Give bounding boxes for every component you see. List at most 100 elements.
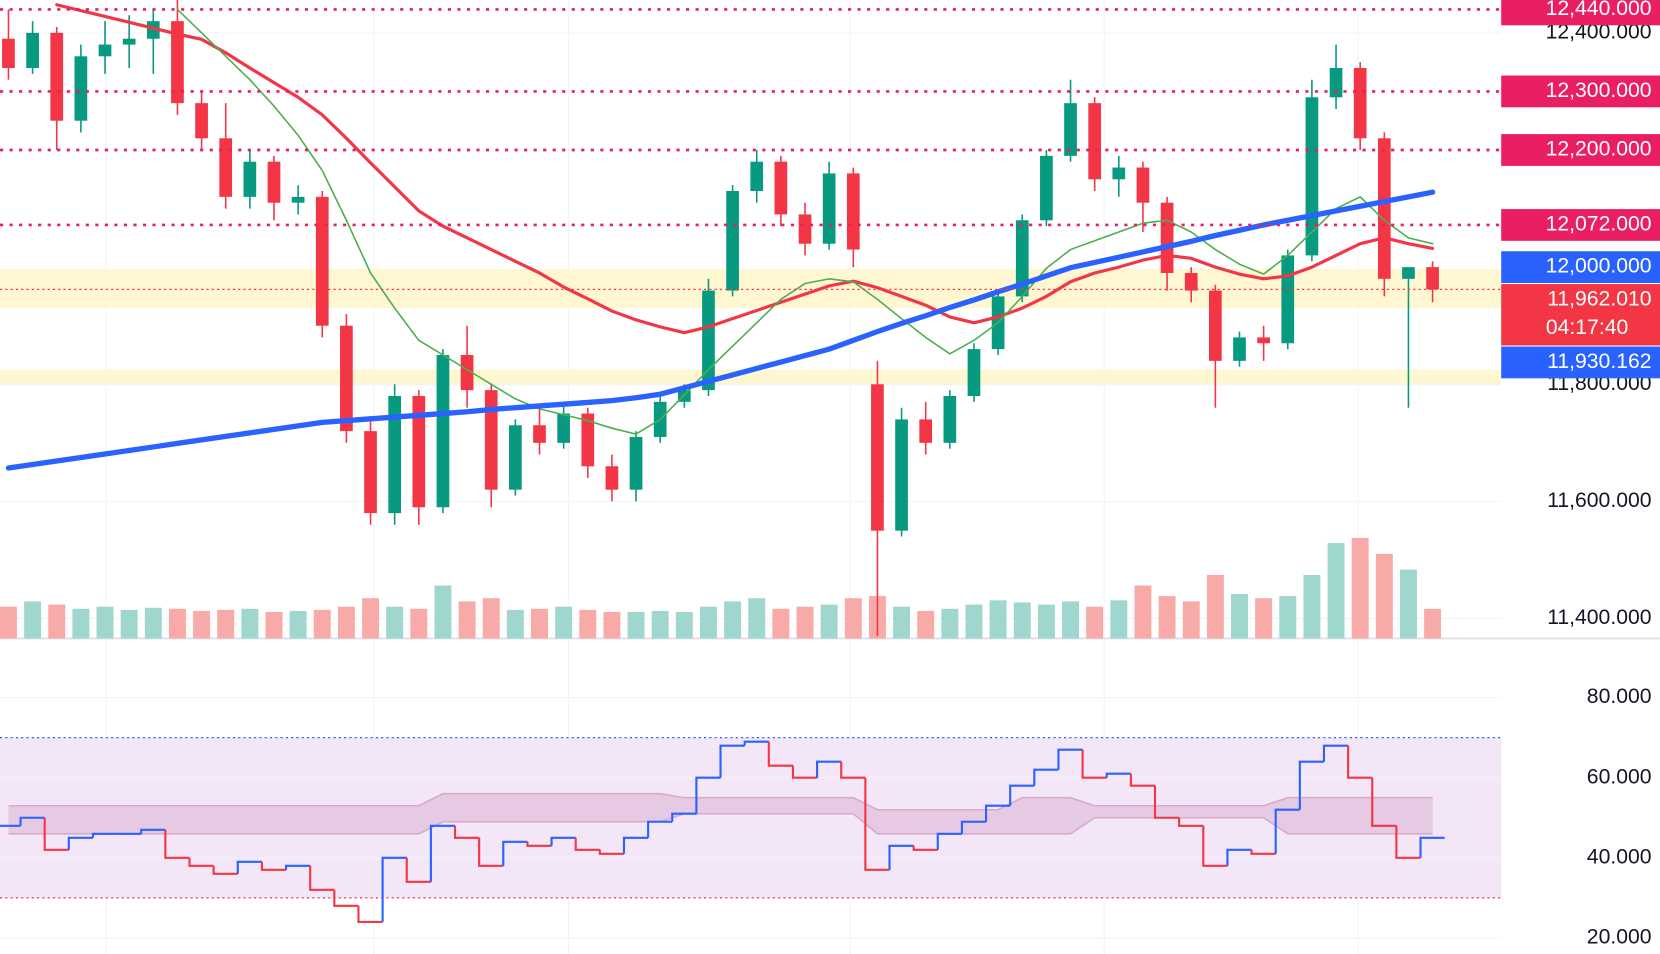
candle-body [74,56,88,121]
rsi-step [791,765,818,779]
price-tag-label: 11,930.162 [1547,350,1651,373]
rsi-step [43,817,69,851]
y-tick-label: 60.000 [1587,765,1652,788]
rsi-step [1322,744,1349,762]
price-tag-label: 12,000.000 [1546,255,1652,278]
candle-body [1088,103,1102,180]
candle-body [1015,220,1029,297]
rsi-step [840,761,866,779]
candle-body [919,419,933,443]
volume-bar [386,606,404,639]
volume-bar [1399,569,1417,639]
candle-body [1209,290,1222,361]
candle-body [243,161,257,197]
volume-bar [603,611,621,639]
candle-body [436,354,450,508]
candle-body [1064,103,1077,156]
candle-body [943,395,957,443]
candle-body [267,161,281,203]
rsi-step [1347,745,1373,779]
volume-bar [1303,574,1321,639]
rsi-step [502,840,528,866]
candle-body [1281,255,1295,344]
zone [0,369,1502,386]
candle-body [171,21,184,104]
price-tag [1501,284,1660,346]
price-tag [1501,251,1660,284]
candle-body [822,173,836,244]
candle-body [1353,68,1367,139]
rsi-step [67,836,93,850]
candle-body [122,38,136,45]
candle-body [557,413,570,443]
candle-body [219,138,233,197]
rsi-step [1081,749,1107,779]
volume-bar [941,608,959,639]
rsi-step [333,889,359,907]
volume-bar [0,606,17,639]
rsi-step [1202,825,1228,867]
candle-body [340,325,353,432]
volume-bar [168,608,186,639]
volume-bar [796,606,814,639]
rsi-step [1250,849,1276,855]
y-tick-label: 11,600.000 [1547,489,1651,512]
candle-body [2,38,15,69]
candle-body [629,436,643,490]
volume-bar [1037,604,1055,639]
volume-bar [1424,608,1442,639]
volume-bar [1206,574,1224,639]
rsi-step [864,777,890,871]
volume-bar [965,604,983,639]
price-tag [1501,75,1660,108]
candle-body [146,21,160,39]
volume-bar [1086,606,1104,639]
candle-body [291,196,305,203]
volume-bar [1255,598,1273,639]
volume-bar [579,609,597,639]
volume-bar [1013,602,1031,639]
volume-bar [675,611,693,639]
volume-bar [989,600,1007,639]
volume-bar [699,606,717,639]
rsi-step [1057,748,1083,770]
rsi-step [1226,848,1252,866]
rsi-step [381,856,407,922]
candle-body [195,103,208,139]
volume-bar [651,610,669,639]
volume-bar [410,608,428,639]
rsi-step [429,824,456,882]
volume-bar [144,607,162,639]
rsi-step [1129,773,1156,787]
candle-body [677,390,691,402]
candle-body [364,431,377,514]
rsi-step [1105,772,1131,778]
candle-body [702,290,715,391]
y-tick-label: 11,400.000 [1547,606,1651,629]
rsi-step [574,837,600,851]
rsi-step [284,864,311,870]
rsi-step [1419,836,1445,858]
volume-bar [1158,596,1176,639]
price-tag [1501,134,1660,166]
volume-bar [748,598,766,639]
rsi-step [671,812,697,822]
volume-bar [313,609,331,639]
candle-body [967,349,981,396]
price-tag [1501,0,1660,26]
rsi-step [960,820,987,834]
price-tag-label: 12,300.000 [1546,79,1652,102]
volume-bar [96,606,114,639]
rsi-step [453,825,480,839]
rsi-step [260,861,287,871]
y-tick-label: 80.000 [1587,685,1652,708]
volume-bar [337,606,355,639]
candle-body [1136,167,1150,203]
candle-body [1377,138,1391,279]
rsi-step [598,849,624,855]
rsi-step [1298,760,1324,810]
countdown: 04:17:40 [1546,316,1628,339]
rsi-step [357,905,383,923]
volume-bar [1182,601,1200,639]
